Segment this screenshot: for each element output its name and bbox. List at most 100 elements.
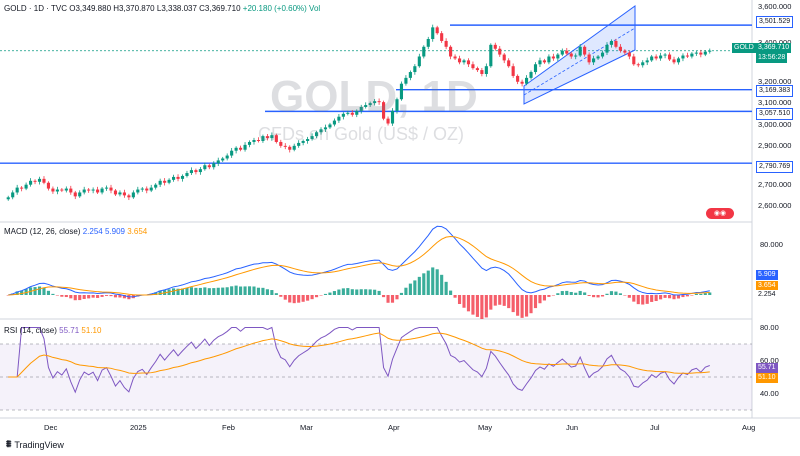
close-value: C3,369.710 [199,4,241,13]
candle-body [676,58,681,63]
macd-histogram-bar [547,295,551,297]
last-price-tag: 3,369.710 [756,43,792,53]
macd-histogram-bar [46,290,51,295]
candle-body [216,160,220,164]
candle-body [484,66,488,74]
candle-body [337,116,341,121]
candle-body [212,163,216,168]
candle-body [122,192,126,196]
macd-histogram-bar [239,286,243,295]
macd-histogram-bar [91,295,95,298]
rsi-legend[interactable]: RSI (14, close) 55.71 51.10 [4,326,101,335]
macd-legend[interactable]: MACD (12, 26, close) 2.254 5.909 3.654 [4,227,147,236]
macd-histogram-bar [659,295,663,300]
level-label: 2,790.769 [756,161,794,173]
tradingview-logo[interactable]: ⩩ TradingView [6,439,64,450]
candle-body [466,60,471,65]
volume-toggle[interactable]: Vol [309,4,321,13]
macd-histogram-bar [654,295,658,302]
candle-body [314,132,319,137]
candle-body [73,192,77,197]
macd-histogram-bar [533,295,538,309]
candle-body [167,179,171,183]
candle-body [382,102,386,119]
candle-body [560,50,564,55]
macd-line [8,225,710,298]
price-tick: 3,600.000 [758,2,792,11]
macd-histogram-bar [382,295,386,298]
macd-value-3: 3.654 [127,227,148,236]
candle-body [440,33,444,41]
macd-histogram-bar [413,280,417,295]
candle-body [42,178,46,183]
candle-body [596,56,600,59]
rsi-label: RSI (14, close) [4,326,57,335]
macd-axis-tick: 80.000 [760,240,783,249]
level-label: 3,057.510 [756,108,794,120]
macd-histogram-bar [676,295,681,299]
macd-histogram-bar [332,291,336,295]
candle-body [390,110,395,124]
macd-histogram-bar [359,289,363,295]
candle-body [87,189,91,191]
macd-histogram-bar [247,286,252,295]
candle-body [592,58,596,63]
candle-body [404,77,408,84]
candle-body [524,77,529,84]
macd-histogram-bar [310,295,314,300]
macd-histogram-bar [73,295,77,301]
macd-histogram-bar [609,291,614,295]
macd-histogram-bar [158,290,162,295]
macd-histogram-bar [180,288,185,295]
price-tick: 3,100.000 [758,98,792,107]
candle-body [6,197,10,200]
candle-body [176,176,180,179]
macd-histogram-bar [328,292,332,295]
candle-body [203,165,207,170]
candle-body [310,136,314,140]
macd-histogram-bar [466,295,471,312]
candle-body [623,50,627,53]
candle-body [64,188,68,191]
macd-histogram-bar [681,295,685,298]
macd-histogram-bar [457,295,462,305]
macd-histogram-bar [55,295,59,296]
candle-body [225,155,229,159]
candle-body [413,66,417,73]
macd-histogram-bar [104,295,109,296]
macd-histogram-bar [207,288,211,295]
candle-body [498,48,502,55]
macd-histogram-bar [51,293,55,295]
macd-histogram-bar [314,295,319,298]
macd-histogram-bar [364,289,368,295]
candle-body [632,56,636,65]
macd-tag: 5.909 [756,270,778,280]
candle-body [538,60,542,65]
candle-body [274,135,278,142]
candle-body [118,192,122,195]
macd-histogram-bar [489,295,493,310]
macd-histogram-bar [542,295,547,301]
macd-histogram-bar [417,276,421,295]
candle-body [368,103,372,106]
macd-histogram-bar [64,295,68,298]
currency-flags-icon[interactable]: ◉◉ [706,208,734,219]
macd-histogram-bar [578,290,582,295]
macd-histogram-bar [641,295,645,305]
rsi-axis-tick: 40.00 [760,389,779,398]
macd-histogram-bar [493,295,497,306]
candle-body [247,141,252,145]
macd-histogram-bar [301,295,305,302]
macd-histogram-bar [109,295,113,297]
candle-body [306,139,310,141]
macd-histogram-bar [373,289,377,295]
candle-body [574,55,578,57]
macd-histogram-bar [560,291,564,295]
candle-body [163,180,167,183]
macd-histogram-bar [176,288,180,295]
candle-body [319,129,323,133]
macd-histogram-bar [507,295,511,309]
candle-body [24,184,28,189]
candle-body [556,54,560,59]
